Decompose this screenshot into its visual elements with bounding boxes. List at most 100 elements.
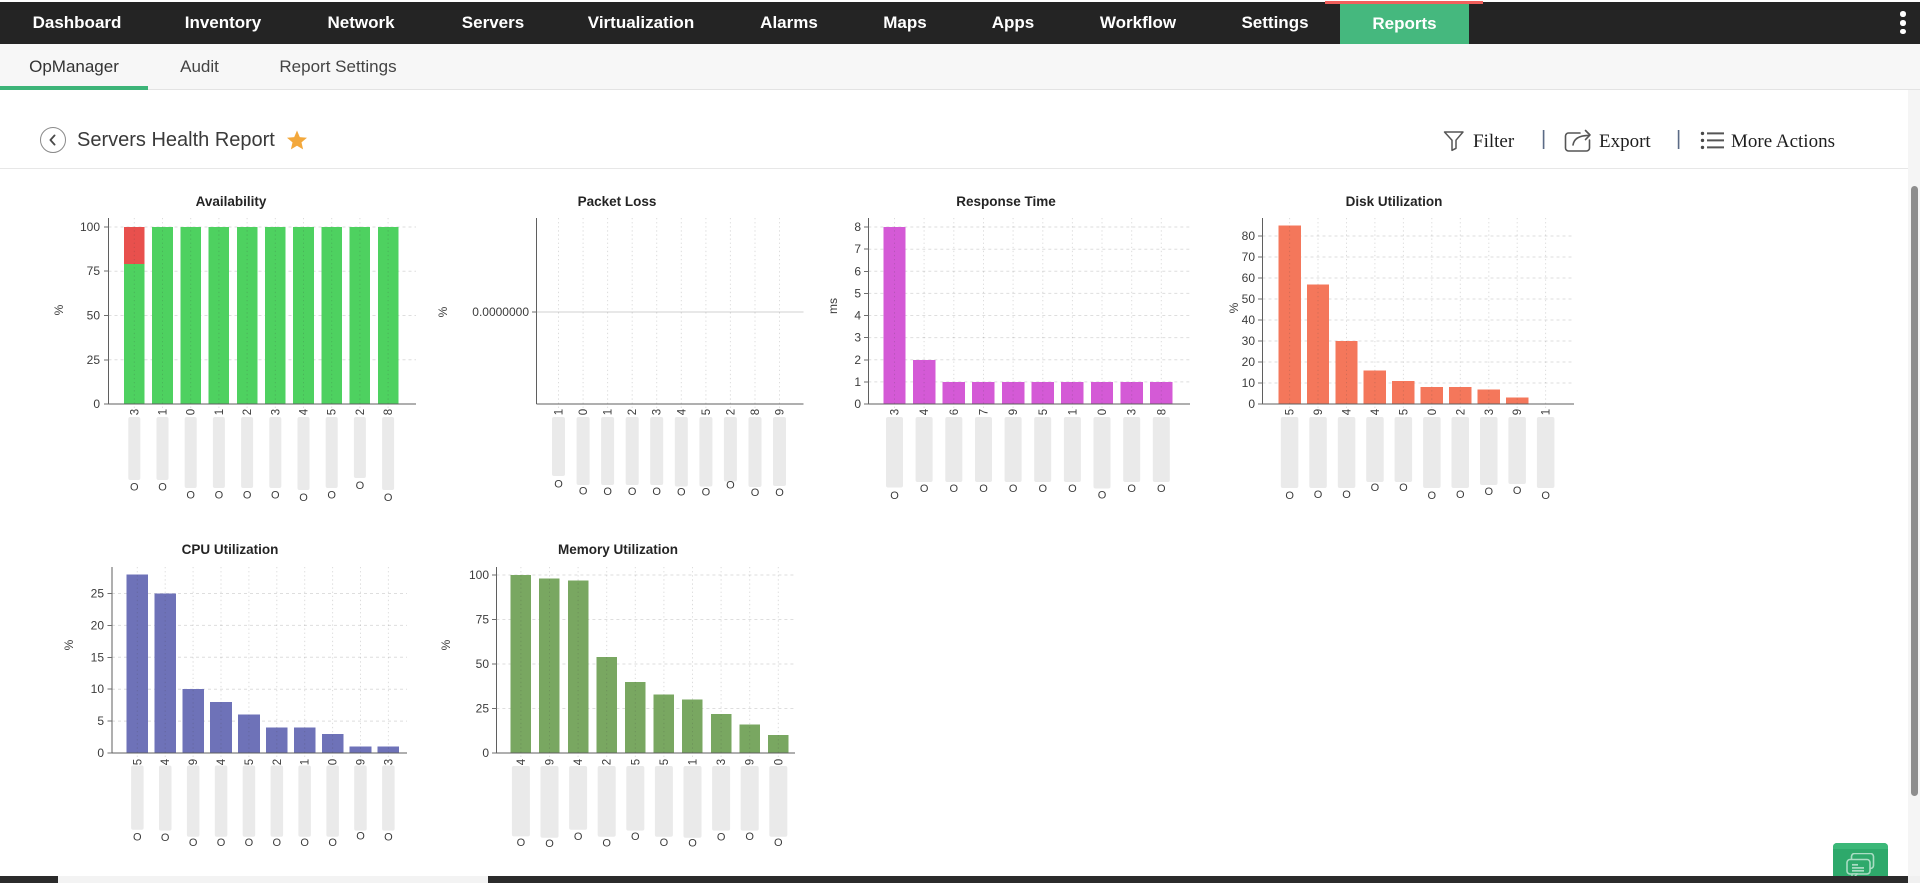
svg-text:9: 9 (1512, 409, 1524, 415)
svg-text:2: 2 (355, 409, 367, 415)
svg-text:O: O (579, 485, 588, 497)
svg-text:O: O (950, 483, 959, 495)
svg-text:5: 5 (1285, 409, 1297, 415)
svg-text:6: 6 (854, 264, 861, 278)
svg-text:70: 70 (1242, 250, 1256, 264)
svg-text:2: 2 (602, 759, 614, 765)
svg-text:O: O (1068, 483, 1077, 495)
svg-text:Disk Utilization: Disk Utilization (1346, 194, 1443, 209)
svg-text:7: 7 (854, 242, 861, 256)
svg-text:3: 3 (129, 409, 141, 415)
svg-text:1: 1 (214, 409, 226, 415)
svg-text:O: O (628, 486, 637, 498)
svg-text:3: 3 (716, 759, 728, 765)
svg-text:O: O (774, 837, 783, 849)
svg-text:100: 100 (80, 220, 100, 234)
svg-text:20: 20 (1242, 355, 1256, 369)
svg-text:O: O (1285, 490, 1294, 502)
svg-text:0: 0 (773, 759, 785, 765)
svg-text:O: O (186, 489, 195, 501)
svg-text:75: 75 (476, 613, 490, 627)
svg-text:O: O (688, 837, 697, 849)
svg-text:4: 4 (676, 408, 688, 415)
svg-text:9: 9 (545, 759, 557, 765)
svg-text:0: 0 (97, 746, 104, 760)
svg-text:9: 9 (188, 759, 200, 765)
svg-text:5: 5 (630, 759, 642, 765)
svg-text:O: O (1428, 490, 1437, 502)
svg-text:4: 4 (216, 758, 228, 765)
svg-text:8: 8 (383, 409, 395, 415)
svg-text:15: 15 (91, 650, 105, 664)
svg-text:O: O (890, 490, 899, 502)
svg-text:40: 40 (1242, 313, 1256, 327)
svg-text:O: O (327, 489, 336, 501)
svg-text:Memory Utilization: Memory Utilization (558, 542, 678, 557)
svg-text:O: O (271, 489, 280, 501)
svg-text:O: O (1157, 483, 1166, 495)
svg-text:O: O (726, 480, 735, 492)
svg-text:O: O (517, 837, 526, 849)
svg-text:O: O (161, 832, 170, 844)
svg-text:0: 0 (93, 397, 100, 411)
svg-text:50: 50 (476, 657, 490, 671)
svg-text:O: O (745, 831, 754, 843)
svg-text:1: 1 (300, 759, 312, 765)
svg-text:2: 2 (854, 353, 861, 367)
svg-text:5: 5 (327, 409, 339, 415)
svg-text:O: O (133, 831, 142, 843)
svg-text:0: 0 (328, 759, 340, 765)
svg-text:4: 4 (160, 758, 172, 765)
svg-text:O: O (717, 832, 726, 844)
svg-text:10: 10 (91, 682, 105, 696)
svg-text:O: O (1371, 482, 1380, 494)
svg-text:1: 1 (688, 759, 700, 765)
svg-text:O: O (300, 837, 309, 849)
svg-text:2: 2 (1455, 409, 1467, 415)
svg-text:7: 7 (979, 409, 991, 415)
svg-text:1: 1 (158, 409, 170, 415)
svg-text:2: 2 (272, 759, 284, 765)
svg-text:3: 3 (854, 331, 861, 345)
svg-text:5: 5 (701, 409, 713, 415)
svg-text:100: 100 (469, 568, 489, 582)
svg-text:0.0000000: 0.0000000 (472, 305, 529, 319)
svg-text:O: O (545, 838, 554, 850)
svg-text:O: O (243, 489, 252, 501)
svg-text:5: 5 (659, 759, 671, 765)
svg-text:2: 2 (627, 409, 639, 415)
svg-text:O: O (1541, 490, 1550, 502)
svg-text:1: 1 (1541, 409, 1553, 415)
svg-text:9: 9 (775, 409, 787, 415)
svg-text:O: O (158, 481, 167, 493)
svg-text:Packet Loss: Packet Loss (578, 194, 657, 209)
svg-text:%: % (62, 639, 76, 650)
svg-text:O: O (603, 486, 612, 498)
svg-text:O: O (1039, 483, 1048, 495)
svg-text:8: 8 (1156, 409, 1168, 415)
svg-text:3: 3 (652, 409, 664, 415)
svg-text:6: 6 (949, 409, 961, 415)
svg-text:3: 3 (383, 759, 395, 765)
svg-text:O: O (1456, 489, 1465, 501)
svg-text:O: O (574, 831, 583, 843)
svg-text:O: O (775, 487, 784, 499)
svg-text:1: 1 (603, 409, 615, 415)
svg-text:4: 4 (1342, 408, 1354, 415)
svg-text:%: % (1227, 302, 1241, 313)
svg-text:0: 0 (578, 409, 590, 415)
svg-text:O: O (273, 837, 282, 849)
svg-text:4: 4 (299, 408, 311, 415)
svg-text:80: 80 (1242, 229, 1256, 243)
svg-text:CPU Utilization: CPU Utilization (182, 542, 279, 557)
svg-text:O: O (631, 831, 640, 843)
svg-text:Response Time: Response Time (956, 194, 1056, 209)
svg-text:O: O (677, 486, 686, 498)
svg-text:3: 3 (890, 409, 902, 415)
svg-text:O: O (215, 489, 224, 501)
svg-text:O: O (660, 837, 669, 849)
svg-text:O: O (1127, 483, 1136, 495)
svg-text:30: 30 (1242, 334, 1256, 348)
svg-text:4: 4 (573, 758, 585, 765)
svg-text:O: O (702, 486, 711, 498)
